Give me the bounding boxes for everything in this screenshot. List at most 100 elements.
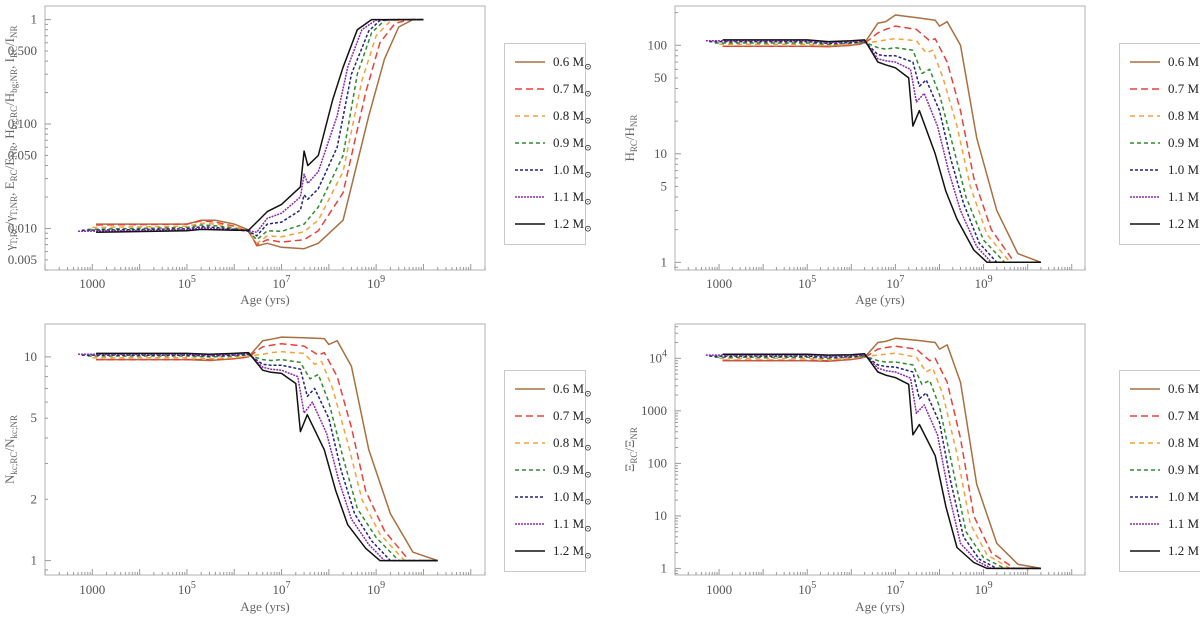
legend-label: 0.8 M⊙: [1168, 108, 1200, 126]
legend-item: 1.0 M⊙: [505, 487, 592, 507]
legend-swatch: [1130, 550, 1160, 552]
chart-plot: 1000 105 107 109 1 5 10 50 100 Age (yrs) HRC/HNR: [622, 5, 1086, 307]
legend-item: 1.2 M⊙: [1120, 214, 1200, 234]
x-tick-label: 107: [273, 580, 291, 597]
legend-swatch: [1130, 415, 1160, 417]
series-group: [78, 336, 438, 562]
series-line-0-6: [96, 336, 438, 562]
legend-swatch: [515, 496, 545, 498]
series-line-1-0: [709, 40, 1041, 264]
legend-label: 1.1 M⊙: [553, 189, 592, 207]
series-line-0-9: [714, 41, 1041, 264]
series-line-1-1: [78, 352, 438, 562]
legend-swatch: [1130, 115, 1160, 117]
x-tick-label: 1000: [706, 582, 732, 597]
legend-label: 0.6 M⊙: [1168, 381, 1200, 399]
series-line-1-2: [722, 39, 1041, 264]
legend-label: 0.7 M⊙: [553, 408, 592, 426]
legend-item: 0.7 M⊙: [1120, 406, 1200, 426]
series-group: [705, 14, 1042, 264]
legend-swatch: [515, 550, 545, 552]
legend-item: 0.9 M⊙: [505, 133, 592, 153]
legend-item: 0.9 M⊙: [1120, 133, 1200, 153]
y-tick-label: 10: [24, 349, 37, 364]
x-tick-label: 105: [798, 580, 816, 597]
series-group: [705, 337, 1042, 570]
x-tick-label: 109: [367, 580, 385, 597]
legend-label: 1.2 M⊙: [1168, 216, 1200, 234]
legend-swatch: [515, 523, 545, 525]
chart-legend: 0.6 M⊙ 0.7 M⊙ 0.8 M⊙ 0.9 M⊙ 1.0 M⊙ 1.1 M⊙ 1.2 …: [504, 370, 592, 572]
legend-label: 1.0 M⊙: [1168, 489, 1200, 507]
y-tick-label: 1000: [641, 403, 667, 418]
y-tick-label: 1: [31, 12, 38, 27]
y-tick-label: 0.500: [8, 43, 37, 58]
legend-swatch: [515, 88, 545, 90]
series-group: [78, 18, 424, 250]
y-axis-title: Nkc;RC/Nkc;NR: [2, 415, 19, 484]
series-line-0-8: [92, 18, 424, 245]
chart-plot: 1000 105 107 109 1 2 5 10 Age (yrs) Nkc;RC/Nkc;NR: [2, 323, 486, 614]
y-tick-label: 10: [654, 508, 667, 523]
series-line-0-9: [87, 354, 438, 562]
legend-item: 1.0 M⊙: [505, 160, 592, 180]
plot-frame: [674, 323, 1086, 576]
legend-item: 0.7 M⊙: [505, 406, 592, 426]
legend-label: 1.1 M⊙: [1168, 516, 1200, 534]
series-line-1-0: [81, 353, 438, 562]
y-axis-title: γT;RC/γT;NR, ERC/ENR, Hbg;RC/Hbg;NR, IRC…: [2, 26, 19, 252]
legend-swatch: [515, 196, 545, 198]
legend-label: 1.1 M⊙: [1168, 189, 1200, 207]
y-tick-label: 0.005: [8, 252, 37, 267]
legend-swatch: [515, 61, 545, 63]
x-tick-label: 105: [178, 580, 196, 597]
legend-label: 1.0 M⊙: [553, 489, 592, 507]
legend-label: 0.6 M⊙: [553, 381, 592, 399]
legend-item: 0.8 M⊙: [505, 433, 592, 453]
chart-panel-xi-ratio: 1000 105 107 109 1 10 100 1000 104 Age (yrs) ΞRC/Ξ…: [600, 318, 1200, 635]
y-tick-label: 50: [654, 70, 667, 85]
legend-item: 1.2 M⊙: [1120, 541, 1200, 561]
legend-swatch: [1130, 169, 1160, 171]
y-tick-label: 100: [648, 455, 668, 470]
legend-item: 0.6 M⊙: [1120, 52, 1200, 72]
x-axis-title: Age (yrs): [855, 292, 904, 307]
chart-panel-energy-ratios: 1000 105 107 109 0.005 0.010 0.050 0.100 0.500 1 A…: [0, 0, 600, 318]
series-line-1-1: [78, 18, 424, 233]
legend-item: 0.6 M⊙: [505, 52, 592, 72]
chart-panel-hubble-ratio: 1000 105 107 109 1 5 10 50 100 Age (yrs) HRC/HNR 0…: [600, 0, 1200, 318]
legend-swatch: [1130, 469, 1160, 471]
series-line-1-1: [705, 353, 1041, 570]
legend-label: 1.0 M⊙: [1168, 162, 1200, 180]
legend-swatch: [515, 142, 545, 144]
x-tick-label: 109: [975, 580, 993, 597]
legend-swatch: [515, 415, 545, 417]
x-tick-label: 105: [798, 274, 816, 291]
series-line-0-8: [719, 37, 1041, 264]
y-axis-title: ΞRC/ΞNR: [622, 427, 639, 472]
legend-swatch: [515, 115, 545, 117]
plot-frame: [44, 5, 486, 271]
legend-label: 0.9 M⊙: [553, 135, 592, 153]
plot-frame: [44, 323, 486, 576]
legend-item: 1.1 M⊙: [1120, 187, 1200, 207]
legend-item: 1.0 M⊙: [1120, 160, 1200, 180]
x-tick-label: 109: [367, 274, 385, 291]
chart-legend: 0.6 M⊙ 0.7 M⊙ 0.8 M⊙ 0.9 M⊙ 1.0 M⊙ 1.1 M⊙ 1.2 …: [1119, 43, 1200, 245]
legend-label: 0.8 M⊙: [553, 108, 592, 126]
legend-swatch: [1130, 142, 1160, 144]
legend-item: 1.1 M⊙: [1120, 514, 1200, 534]
y-tick-label: 104: [649, 348, 667, 365]
series-line-0-6: [96, 18, 424, 250]
legend-item: 0.6 M⊙: [505, 379, 592, 399]
legend-item: 0.6 M⊙: [1120, 379, 1200, 399]
y-tick-label: 1: [661, 254, 668, 269]
y-tick-label: 5: [661, 178, 668, 193]
x-tick-label: 107: [886, 580, 904, 597]
series-line-0-8: [92, 350, 438, 562]
legend-swatch: [515, 442, 545, 444]
legend-label: 0.7 M⊙: [1168, 408, 1200, 426]
y-tick-label: 1: [661, 560, 668, 575]
legend-swatch: [1130, 88, 1160, 90]
chart-legend: 0.6 M⊙ 0.7 M⊙ 0.8 M⊙ 0.9 M⊙ 1.0 M⊙ 1.1 M⊙ 1.2 …: [1119, 370, 1200, 572]
